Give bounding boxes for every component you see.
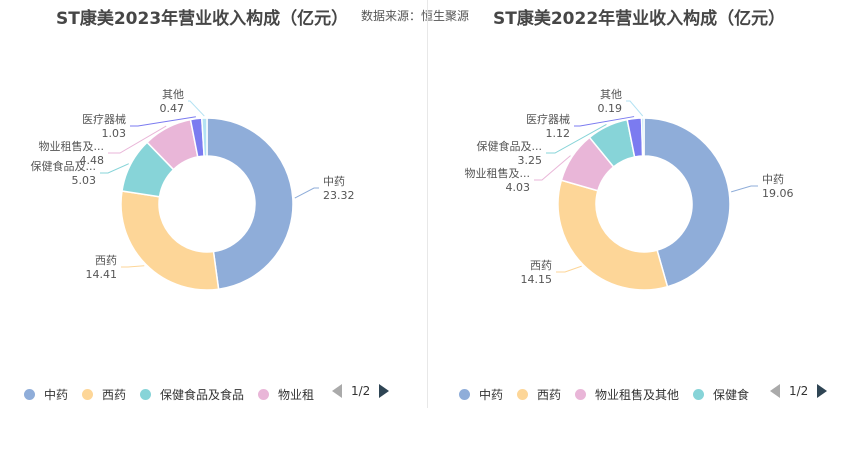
slice-label-value-2: 4.03: [506, 181, 531, 194]
slice-label-name-2: 保健食品及...: [31, 159, 97, 173]
slice-label-value-5: 0.47: [160, 102, 185, 115]
slice-label-name-4: 医疗器械: [526, 112, 570, 126]
legend-label: 中药: [479, 387, 504, 402]
legend-item-0[interactable]: 中药: [459, 386, 503, 403]
pie-slice-5[interactable]: [640, 117, 645, 157]
legend-label: 物业租售及其他: [595, 387, 680, 402]
leader-line-0: [294, 187, 319, 199]
slice-label-value-0: 19.06: [762, 187, 794, 200]
prev-page-icon[interactable]: [332, 384, 342, 398]
legend-2022: 中药 西药 物业租售及其他 保健食: [459, 385, 844, 403]
leader-line-4: [130, 116, 196, 127]
next-page-icon[interactable]: [379, 384, 390, 398]
legend-page-number: 1/2: [789, 384, 809, 398]
leader-line-1: [556, 265, 582, 273]
slice-label-name-1: 西药: [95, 254, 117, 267]
slice-label-value-0: 23.32: [323, 189, 355, 202]
leader-line-2: [100, 163, 129, 174]
slice-label-name-3: 保健食品及...: [477, 139, 543, 153]
pie-slice-0[interactable]: [206, 117, 294, 291]
pie-slice-0[interactable]: [643, 117, 731, 288]
legend-dot-icon: [575, 388, 587, 400]
legend-dot-icon: [693, 388, 705, 400]
next-page-icon[interactable]: [817, 384, 828, 398]
slice-label-value-4: 1.12: [546, 127, 571, 140]
leader-line-4: [574, 116, 635, 127]
legend-dot-icon: [517, 388, 529, 400]
slice-label-value-5: 0.19: [598, 102, 623, 115]
slice-label-value-3: 4.48: [80, 154, 105, 167]
slice-label-name-4: 医疗器械: [82, 112, 126, 126]
slice-label-name-1: 西药: [530, 259, 552, 272]
slice-label-value-3: 3.25: [518, 154, 543, 167]
slice-label-value-1: 14.41: [86, 268, 118, 281]
legend-label: 西药: [537, 387, 562, 402]
prev-page-icon[interactable]: [770, 384, 780, 398]
legend-page-number: 1/2: [351, 384, 371, 398]
slice-label-name-2: 物业租售及...: [465, 166, 531, 180]
leader-line-3: [546, 123, 607, 154]
slice-label-name-3: 物业租售及...: [39, 139, 105, 153]
legend-dot-icon: [258, 388, 270, 400]
legend-pager-2023: 1/2: [332, 384, 390, 398]
legend-item-1[interactable]: 西药: [517, 386, 561, 403]
legend-item-2[interactable]: 保健食品及食品: [140, 386, 244, 403]
legend-dot-icon: [82, 388, 94, 400]
legend-item-0[interactable]: 中药: [24, 386, 68, 403]
data-source-label: 数据来源：恒生聚源: [361, 9, 470, 23]
legend-dot-icon: [459, 388, 470, 400]
leader-line-5: [188, 100, 205, 117]
pie-slice-5[interactable]: [200, 117, 208, 157]
chart-title-2023: ST康美2023年营业收入构成（亿元）: [56, 9, 349, 29]
legend-label: 中药: [44, 387, 69, 402]
slice-label-value-2: 5.03: [72, 174, 97, 187]
chart-title-2022: ST康美2022年营业收入构成（亿元）: [493, 9, 786, 29]
legend-dot-icon: [140, 388, 152, 400]
pie-slice-1[interactable]: [557, 179, 669, 291]
legend-dot-icon: [24, 388, 35, 400]
slice-label-name-5: 其他: [162, 88, 184, 101]
slice-label-name-5: 其他: [600, 88, 622, 101]
slice-label-name-0: 中药: [762, 173, 784, 186]
legend-item-1[interactable]: 西药: [82, 386, 126, 403]
leader-line-5: [626, 100, 644, 117]
slice-label-value-4: 1.03: [102, 127, 127, 140]
leader-line-2: [534, 155, 571, 181]
pie-slice-1[interactable]: [120, 190, 220, 291]
legend-item-3[interactable]: 保健食: [693, 386, 749, 403]
slice-label-name-0: 中药: [323, 175, 345, 188]
legend-label: 西药: [102, 387, 127, 402]
legend-2023: 中药 西药 保健食品及食品 物业租: [24, 385, 414, 403]
slice-label-value-1: 14.15: [521, 273, 553, 286]
legend-pager-2022: 1/2: [770, 384, 828, 398]
legend-label: 保健食品及食品: [160, 387, 245, 402]
legend-item-3[interactable]: 物业租: [258, 386, 314, 403]
legend-label: 保健食: [713, 387, 750, 402]
legend-item-2[interactable]: 物业租售及其他: [575, 386, 679, 403]
leader-line-0: [731, 185, 758, 193]
panel-divider: [427, 0, 428, 408]
leader-line-3: [108, 125, 167, 154]
leader-line-1: [121, 265, 145, 268]
legend-label: 物业租: [278, 387, 315, 402]
